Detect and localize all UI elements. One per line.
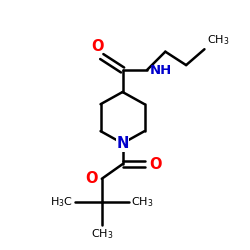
Text: O: O xyxy=(149,156,162,172)
Text: CH$_3$: CH$_3$ xyxy=(130,195,153,209)
Text: H$_3$C: H$_3$C xyxy=(50,195,73,209)
Text: N: N xyxy=(116,136,129,151)
Text: CH$_3$: CH$_3$ xyxy=(207,33,230,47)
Text: NH: NH xyxy=(150,64,172,76)
Text: O: O xyxy=(85,171,98,186)
Text: O: O xyxy=(91,39,104,54)
Text: CH$_3$: CH$_3$ xyxy=(90,228,113,241)
